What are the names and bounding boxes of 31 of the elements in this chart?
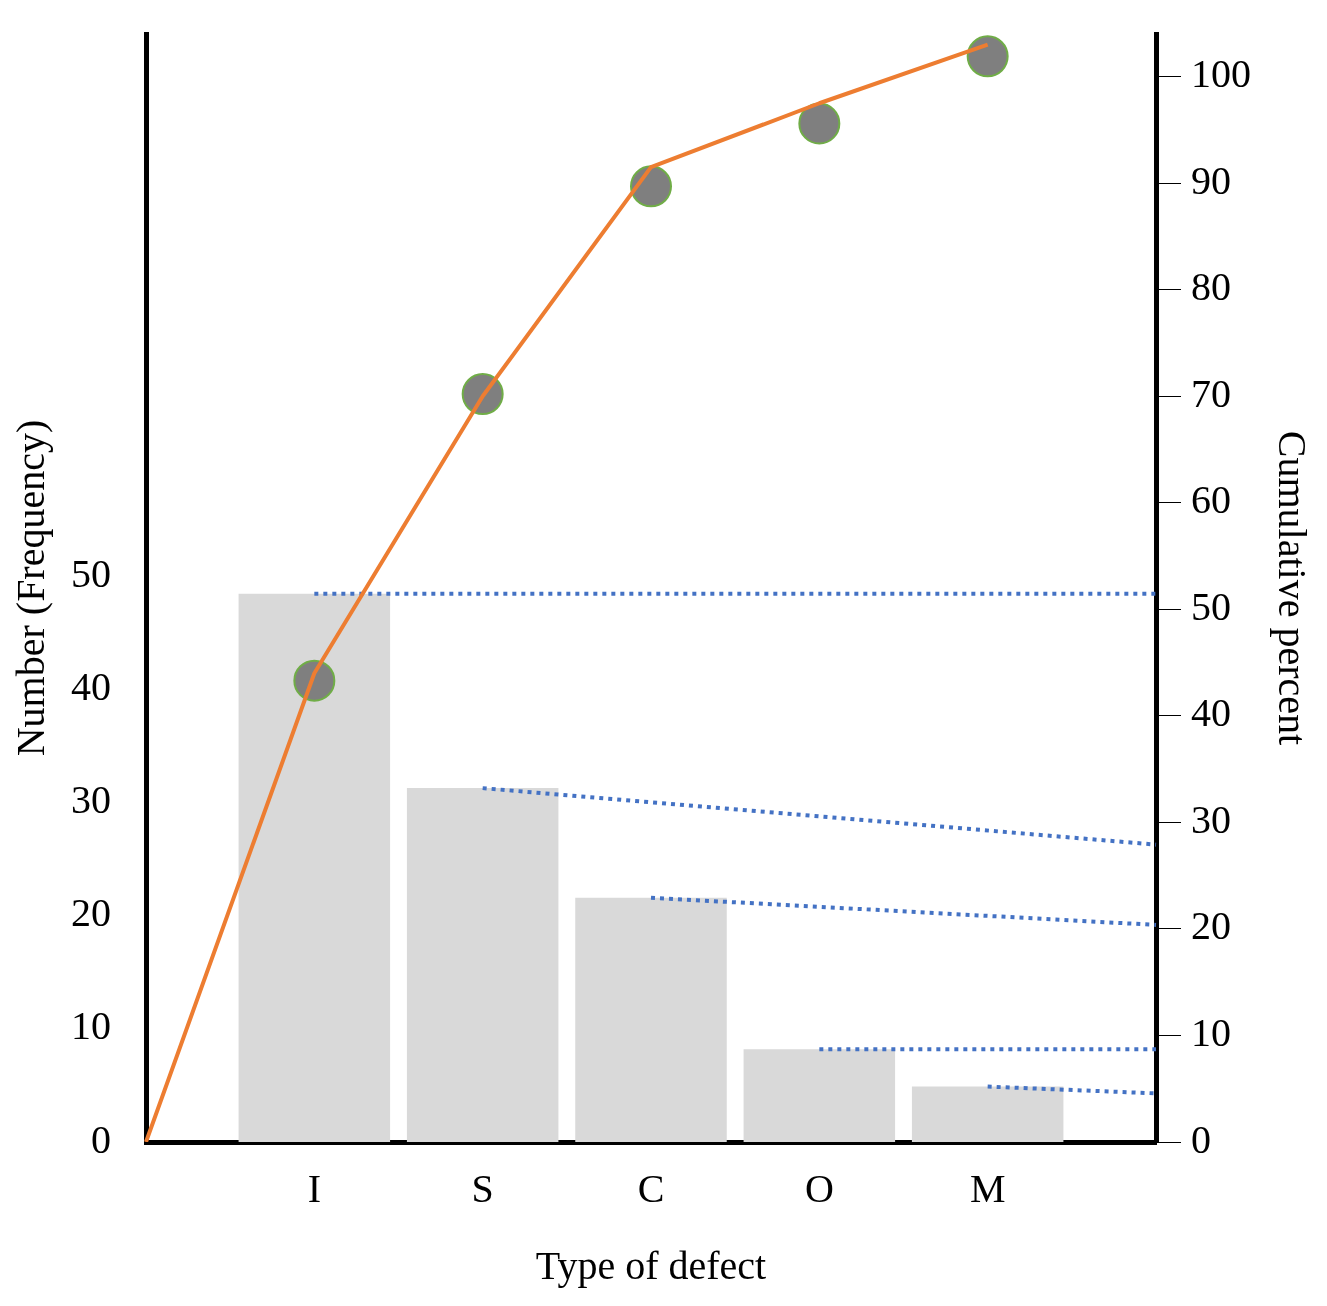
- y2-tick-label: 90: [1191, 157, 1231, 203]
- y2-tick-label: 80: [1191, 264, 1231, 310]
- x-axis-title: Type of defect: [535, 1242, 767, 1288]
- y-tick-label: 0: [91, 1116, 111, 1162]
- y2-tick-label: 60: [1191, 477, 1231, 523]
- y-axis-title: Number (Frequency): [7, 419, 53, 757]
- y2-tick-label: 0: [1191, 1116, 1211, 1162]
- y2-tick-label: 70: [1191, 370, 1231, 416]
- x-tick-label: S: [471, 1165, 494, 1211]
- point: [966, 35, 1009, 78]
- bar: [743, 1049, 896, 1142]
- y2-axis-title: Cumulative percent: [1269, 430, 1315, 746]
- x-tick-label: I: [307, 1165, 321, 1211]
- bar: [575, 897, 727, 1142]
- x-tick-label: M: [969, 1165, 1006, 1211]
- point: [798, 102, 841, 145]
- y2-tick-label: 30: [1191, 796, 1231, 842]
- y2-tick-label: 100: [1191, 51, 1251, 97]
- y2-tick-label: 40: [1191, 690, 1231, 736]
- bar: [238, 593, 391, 1142]
- y-tick-label: 30: [71, 777, 111, 823]
- y-tick-label: 10: [71, 1003, 111, 1049]
- bar: [406, 788, 559, 1142]
- x-tick-label: C: [637, 1165, 665, 1211]
- x-tick-label: O: [804, 1165, 834, 1211]
- y-tick-label: 20: [71, 890, 111, 936]
- y-tick-label: 40: [71, 664, 111, 710]
- y2-tick-label: 20: [1191, 903, 1231, 949]
- y-tick-label: 50: [71, 551, 111, 597]
- y2-tick-label: 50: [1191, 583, 1231, 629]
- y2-tick-label: 10: [1191, 1009, 1231, 1055]
